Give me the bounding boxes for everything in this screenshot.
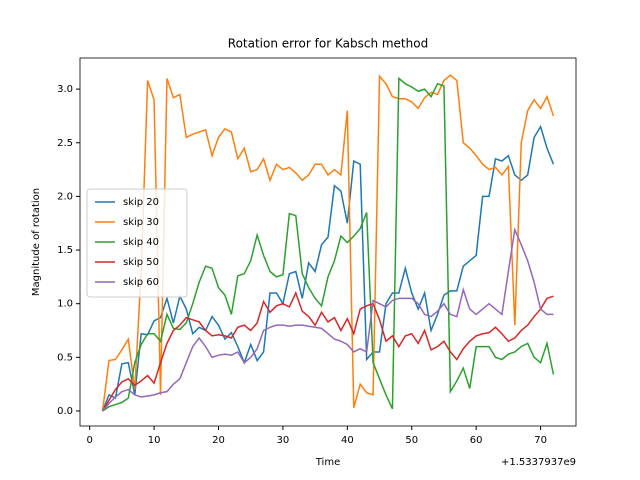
y-tick-label: 3.0 [57, 84, 73, 95]
legend-label: skip 40 [123, 237, 159, 248]
legend-label: skip 20 [123, 197, 159, 208]
x-tick-label: 60 [470, 435, 483, 446]
y-tick-label: 0.5 [57, 352, 73, 363]
legend-label: skip 50 [123, 257, 159, 268]
y-tick-label: 2.0 [57, 191, 73, 202]
y-tick-label: 1.5 [57, 245, 73, 256]
x-offset-label: +1.5337937e9 [501, 457, 576, 468]
y-tick-label: 2.5 [57, 138, 73, 149]
x-axis-label: Time [315, 457, 340, 468]
x-tick-label: 40 [341, 435, 354, 446]
y-tick-label: 0.0 [57, 406, 73, 417]
y-tick-label: 1.0 [57, 299, 73, 310]
series-line [101, 290, 554, 412]
legend-label: skip 30 [123, 217, 159, 228]
y-axis-label: Magnitude of rotation [31, 188, 42, 296]
x-tick-label: 50 [405, 435, 418, 446]
series-line [101, 74, 555, 412]
series-line [101, 124, 555, 412]
legend-label: skip 60 [123, 277, 159, 288]
series-line [101, 226, 554, 412]
series-line [102, 76, 555, 412]
legend-box [86, 188, 188, 298]
chart-title: Rotation error for Kabsch method [228, 37, 428, 51]
x-tick-label: 20 [212, 435, 225, 446]
x-tick-label: 30 [277, 435, 290, 446]
x-tick-label: 10 [148, 435, 161, 446]
x-tick-label: 70 [534, 435, 547, 446]
plot-frame [79, 57, 577, 427]
x-tick-label: 0 [86, 435, 92, 446]
